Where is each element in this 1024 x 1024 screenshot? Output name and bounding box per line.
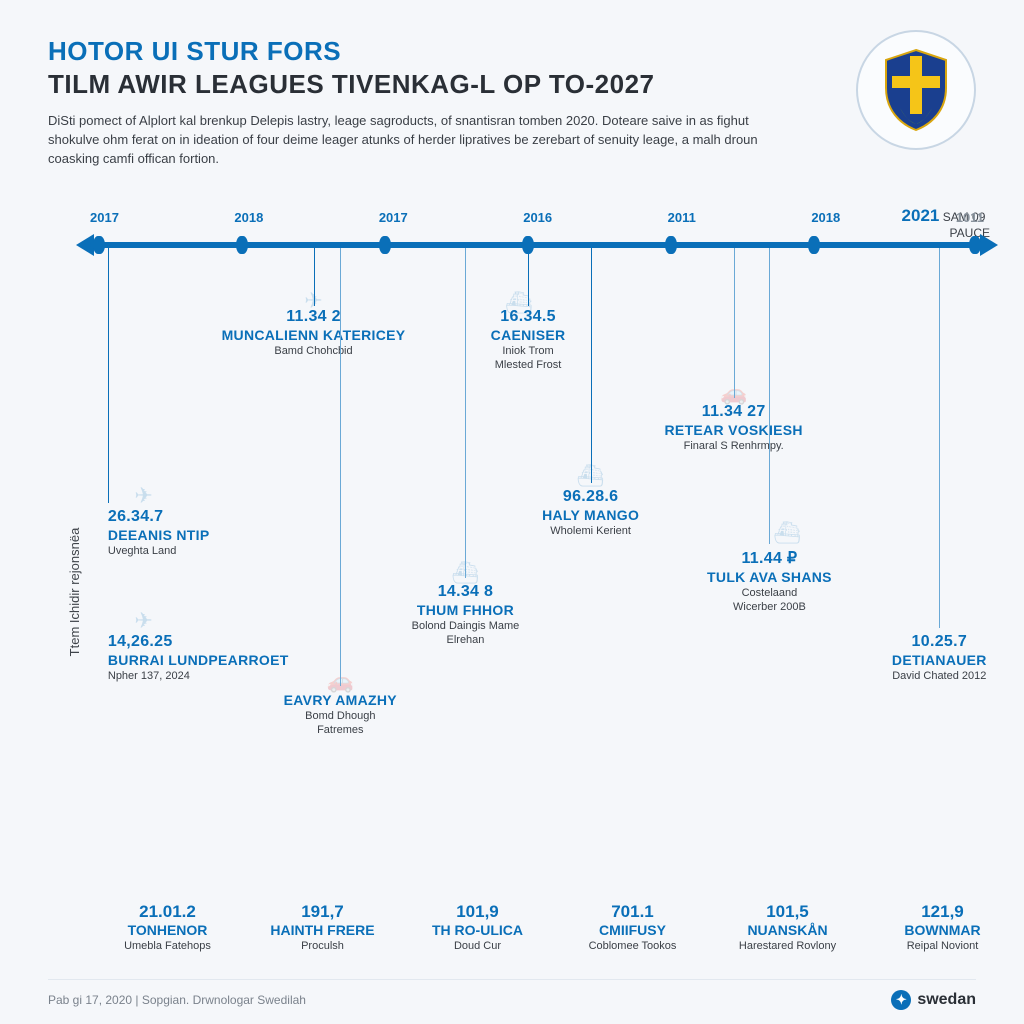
event-sub: Bolond Daingis MameElrehan xyxy=(412,620,520,648)
event-value: 96.28.6 xyxy=(542,488,639,506)
timeline-event: 26.34.7DEEANIS NTIP Uveghta Land xyxy=(108,508,210,559)
summary-sub: Umebla Fatehops xyxy=(90,940,245,952)
year-label: 2018 xyxy=(811,210,840,228)
event-name: MUNCALIENN KATERICEY xyxy=(222,327,406,343)
summary-sub: Doud Cur xyxy=(400,940,555,952)
event-name: BURRAI LUNDPEARROET xyxy=(108,652,289,668)
timeline-event: 11.44 ₽TULK AVA SHANS CostelaandWicerber … xyxy=(707,548,832,615)
summary-value: 21.01.2 xyxy=(90,902,245,922)
event-sub: Iniok TromMlested Frost xyxy=(491,345,566,373)
timeline-event: 10.25.7DETIANAUER David Chated 2012 xyxy=(892,633,987,684)
summary-name: TH RO-ULICA xyxy=(400,922,555,938)
event-sub: Npher 137, 2024 xyxy=(108,670,289,684)
event-sub: Bamd Chohcbid xyxy=(222,345,406,359)
summary-sub: Reipal Noviont xyxy=(865,940,1020,952)
header-description: DiSti pomect of Alplort kal brenkup Dele… xyxy=(48,112,788,169)
event-value: 11.34 27 xyxy=(665,403,803,421)
shield-badge xyxy=(856,30,976,150)
event-sub: Wholemi Kerient xyxy=(542,525,639,539)
year-label: 2016 xyxy=(523,210,552,228)
y-axis-label: Ttem Ichidir rejonsnëa xyxy=(67,528,82,657)
summary-item: 121,9BOWNMAR Reipal Noviont xyxy=(865,902,1020,952)
bottom-row: 21.01.2TONHENORUmebla Fatehops191,7HAINT… xyxy=(90,902,1020,974)
event-value: 14,26.25 xyxy=(108,633,289,651)
summary-sub: Coblomee Tookos xyxy=(555,940,710,952)
footer-info: Pab gi 17, 2020 | Sopgian. Drwnologar Sw… xyxy=(48,993,306,1007)
event-value: 26.34.7 xyxy=(108,508,210,526)
summary-value: 701.1 xyxy=(555,902,710,922)
summary-name: BOWNMAR xyxy=(865,922,1020,938)
drop-line xyxy=(340,248,341,686)
timeline-event: EAVRY AMAZHY Bomd DhoughFatremes xyxy=(284,691,397,738)
drop-line xyxy=(939,248,940,628)
timeline-event: 96.28.6HALY MANGO Wholemi Kerient xyxy=(542,488,639,539)
drop-line xyxy=(591,248,592,483)
header: HOTOR UI STUR FORS TILM AWIR LEAGUES TIV… xyxy=(0,0,1024,181)
footer: Pab gi 17, 2020 | Sopgian. Drwnologar Sw… xyxy=(48,979,976,1010)
event-name: THUM FHHOR xyxy=(412,602,520,618)
silhouette-icon: ✈ xyxy=(134,608,152,634)
brand-text: swedan xyxy=(917,991,976,1009)
drop-line xyxy=(108,248,109,503)
event-name: CAENISER xyxy=(491,327,566,343)
event-name: DETIANAUER xyxy=(892,652,987,668)
shield-icon xyxy=(880,48,952,132)
event-sub: Uveghta Land xyxy=(108,545,210,559)
year-label: 2017 xyxy=(90,210,119,228)
drop-line xyxy=(734,248,735,398)
summary-value: 191,7 xyxy=(245,902,400,922)
summary-name: TONHENOR xyxy=(90,922,245,938)
summary-item: 101,9TH RO-ULICA Doud Cur xyxy=(400,902,555,952)
event-name: TULK AVA SHANS xyxy=(707,569,832,585)
summary-name: NUANSKÅN xyxy=(710,922,865,938)
timeline-event: 14.34 8THUM FHHOR Bolond Daingis MameElre… xyxy=(412,583,520,648)
summary-sub: Harestared Rovlony xyxy=(710,940,865,952)
event-value: 16.34.5 xyxy=(491,308,566,326)
year-label: 2018 xyxy=(234,210,263,228)
summary-value: 101,5 xyxy=(710,902,865,922)
drop-line xyxy=(528,248,529,306)
event-name: RETEAR VOSKIESH xyxy=(665,422,803,438)
summary-item: 701.1CMIIFUSY Coblomee Tookos xyxy=(555,902,710,952)
summary-sub: Proculsh xyxy=(245,940,400,952)
event-value: 11.44 ₽ xyxy=(707,548,832,568)
event-name: DEEANIS NTIP xyxy=(108,527,210,543)
drop-line xyxy=(769,248,770,544)
silhouette-icon: ⛴ xyxy=(773,520,801,546)
event-name: EAVRY AMAZHY xyxy=(284,692,397,708)
summary-item: 101,5NUANSKÅN Harestared Rovlony xyxy=(710,902,865,952)
event-sub: Bomd DhoughFatremes xyxy=(284,710,397,738)
event-value: 10.25.7 xyxy=(892,633,987,651)
event-sub: Finaral S Renhrmpy. xyxy=(665,440,803,454)
title-line1: HOTOR UI STUR FORS xyxy=(48,36,976,67)
event-value: 11.34 2 xyxy=(222,308,406,326)
timeline: 2021 SAM 09 PAUCE 2017201820172016201120… xyxy=(90,210,984,974)
event-name: HALY MANGO xyxy=(542,507,639,523)
summary-name: HAINTH FRERE xyxy=(245,922,400,938)
silhouette-icon: ✈ xyxy=(134,483,152,509)
brand-glyph-icon: ✦ xyxy=(891,990,911,1010)
timeline-event: 14,26.25BURRAI LUNDPEARROET Npher 137, 20… xyxy=(108,633,289,684)
event-sub: CostelaandWicerber 200B xyxy=(707,587,832,615)
summary-value: 121,9 xyxy=(865,902,1020,922)
brand-logo: ✦ swedan xyxy=(891,990,976,1010)
timeline-event: 11.34 27RETEAR VOSKIESH Finaral S Renhrmp… xyxy=(665,403,803,454)
timeline-panel: Ttem Ichidir rejonsnëa 2021 SAM 09 PAUCE… xyxy=(0,210,1024,974)
year-label: 2017 xyxy=(379,210,408,228)
summary-item: 191,7HAINTH FRERE Proculsh xyxy=(245,902,400,952)
drop-line xyxy=(314,248,315,306)
year-label: 1011 xyxy=(956,210,984,228)
summary-value: 101,9 xyxy=(400,902,555,922)
event-area: ✈✈✈⛴⛴⛴🚗⛴🚗11.34 2MUNCALIENN KATERICEYBamd… xyxy=(90,248,984,974)
event-value: 14.34 8 xyxy=(412,583,520,601)
timeline-event: 16.34.5CAENISER Iniok TromMlested Frost xyxy=(491,308,566,373)
summary-name: CMIIFUSY xyxy=(555,922,710,938)
year-labels: 2017 2018 2017 2016 2011 2018 1011 xyxy=(90,210,984,228)
title-line2: TILM AWIR LEAGUES TIVENKAG-L OP TO-2027 xyxy=(48,69,976,100)
year-label: 2011 xyxy=(668,210,696,228)
summary-item: 21.01.2TONHENOR Umebla Fatehops xyxy=(90,902,245,952)
timeline-event: 11.34 2MUNCALIENN KATERICEY Bamd Chohcbid xyxy=(222,308,406,359)
drop-line xyxy=(465,248,466,578)
event-sub: David Chated 2012 xyxy=(892,670,987,684)
